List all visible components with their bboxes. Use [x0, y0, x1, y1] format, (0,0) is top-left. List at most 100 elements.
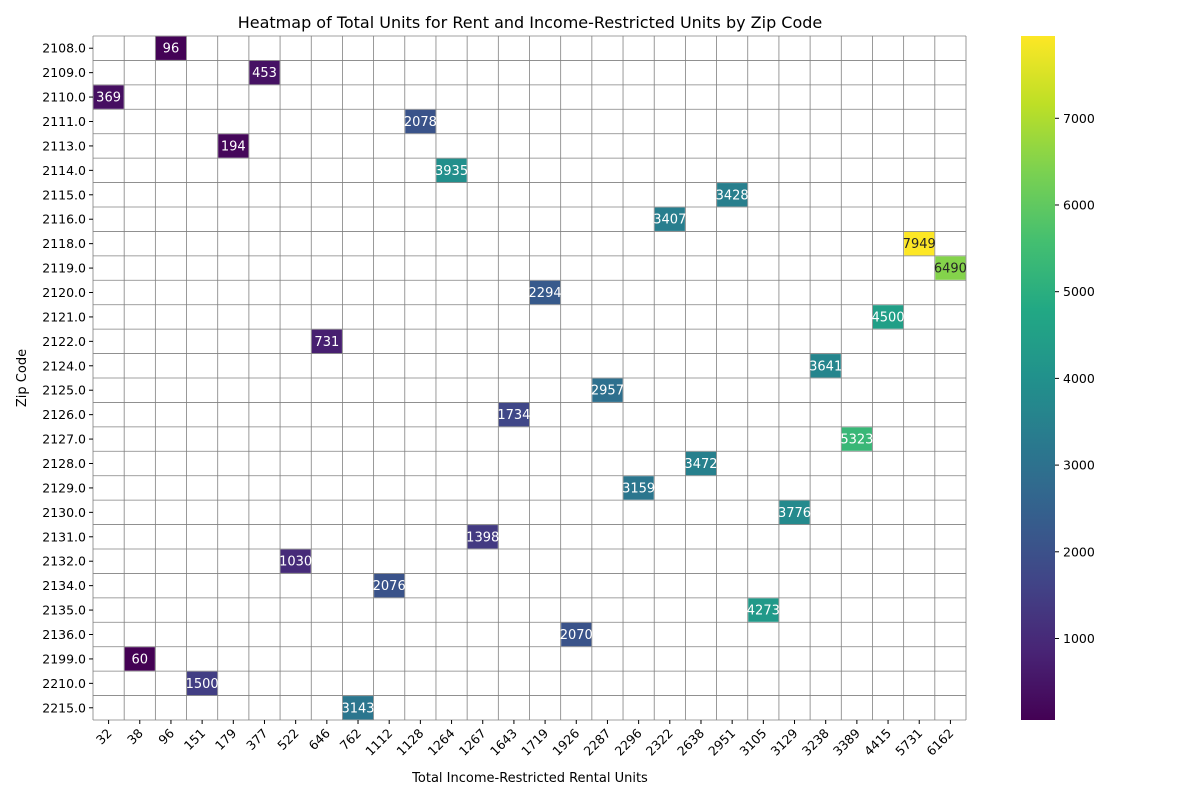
cell-value-label: 3407 [653, 213, 686, 228]
heatmap-cell [904, 231, 935, 256]
x-tick-label: 2287 [580, 726, 613, 759]
y-tick-label: 2121.0 [42, 309, 86, 324]
cell-value-label: 2078 [404, 115, 437, 130]
colorbar-tick-label: 3000 [1063, 458, 1095, 473]
heatmap-cell [374, 573, 405, 598]
heatmap-cell [405, 109, 436, 134]
y-tick-label: 2124.0 [42, 358, 86, 373]
x-tick-label: 2296 [612, 725, 645, 758]
heatmap-cell [280, 549, 311, 573]
y-tick-label: 2131.0 [42, 529, 86, 544]
cell-value-label: 96 [163, 42, 180, 57]
grid-lines [92, 35, 967, 721]
heatmap-cell [155, 36, 187, 60]
y-tick-label: 2111.0 [42, 114, 86, 129]
heatmap-cell [342, 696, 374, 720]
heatmap-cell [685, 451, 717, 476]
y-tick-label: 2125.0 [42, 383, 86, 398]
cell-value-label: 1030 [279, 555, 312, 570]
colorbar-tick-label: 6000 [1063, 197, 1095, 212]
heatmap-cell [779, 500, 810, 525]
cell-value-label: 2070 [560, 628, 593, 643]
y-axis: 2108.0 2109.0 2110.0 2111.0 2113.0 2114.0 2115… [42, 41, 93, 715]
heatmap-cell [218, 134, 249, 158]
y-tick-label: 2114.0 [42, 163, 86, 178]
x-tick-label: 179 [212, 725, 240, 753]
y-tick-label: 2120.0 [42, 285, 86, 300]
cell-value-label: 2957 [591, 384, 624, 399]
heatmap-cell [748, 598, 779, 622]
heatmap-cell [249, 60, 280, 85]
heatmap-cells: 96 453 369 2078 194 3935 3428 3407 7949 6490 2294 4… [93, 36, 967, 720]
x-tick-label: 3105 [736, 726, 769, 759]
cell-value-label: 3143 [341, 701, 374, 716]
heatmap-cell [810, 354, 841, 378]
cell-value-label: 3935 [435, 164, 468, 179]
y-tick-label: 2215.0 [42, 700, 86, 715]
y-tick-label: 2128.0 [42, 456, 86, 471]
x-tick-label: 5731 [892, 726, 925, 759]
cell-value-label: 1734 [497, 408, 530, 423]
y-tick-label: 2113.0 [42, 138, 86, 153]
cell-value-label: 4500 [872, 310, 905, 325]
cell-value-label: 6490 [934, 262, 967, 277]
x-tick-label: 377 [243, 726, 270, 753]
x-tick-label: 38 [124, 725, 146, 747]
heatmap-cell [872, 305, 904, 329]
heatmap-cell [654, 207, 685, 231]
x-axis: 32 38 96 151 179 377 522 646 7621112112812641267… [93, 720, 957, 759]
heatmap-cell [561, 622, 592, 647]
y-tick-label: 2127.0 [42, 432, 86, 447]
x-tick-label: 3129 [768, 725, 801, 758]
heatmap-cell [498, 402, 529, 427]
colorbar-tick-label: 2000 [1063, 544, 1095, 559]
y-tick-label: 2130.0 [42, 505, 86, 520]
cell-value-label: 3641 [809, 359, 842, 374]
y-tick-label: 2116.0 [42, 212, 86, 227]
heatmap-cell [592, 378, 623, 402]
cell-value-label: 3159 [622, 481, 655, 496]
plot-area: 96 453 369 2078 194 3935 3428 3407 7949 6490 2294 4… [92, 35, 967, 721]
x-tick-label: 522 [274, 726, 301, 753]
heatmap-cell [530, 280, 561, 305]
cell-value-label: 4273 [747, 604, 780, 619]
heatmap-cell [841, 427, 872, 451]
y-tick-label: 2110.0 [42, 90, 86, 105]
y-tick-label: 2109.0 [42, 65, 86, 80]
x-tick-label: 1112 [362, 726, 395, 759]
heatmap-cell [187, 671, 218, 696]
colorbar-tick-label: 7000 [1063, 111, 1095, 126]
colorbar-tick-label: 1000 [1063, 631, 1095, 646]
cell-value-label: 60 [131, 652, 148, 667]
y-axis-label: Zip Code [15, 349, 30, 407]
x-axis-label: Total Income-Restricted Rental Units [411, 771, 648, 786]
x-tick-label: 2951 [705, 726, 738, 759]
y-tick-label: 2108.0 [42, 41, 86, 56]
cell-value-label: 3472 [684, 457, 717, 472]
y-tick-label: 2118.0 [42, 236, 86, 251]
cell-value-label: 1500 [186, 677, 219, 692]
x-tick-label: 762 [337, 726, 364, 753]
x-tick-label: 3389 [830, 725, 863, 758]
x-tick-label: 1128 [393, 725, 426, 758]
colorbar-tick-label: 5000 [1063, 284, 1095, 299]
x-tick-label: 2322 [643, 726, 676, 759]
colorbar-gradient [1021, 36, 1055, 720]
heatmap-cell [623, 476, 654, 500]
x-tick-label: 6162 [923, 726, 956, 759]
y-tick-label: 2126.0 [42, 407, 86, 422]
x-tick-label: 646 [305, 725, 333, 753]
x-tick-label: 2638 [674, 725, 707, 758]
y-tick-label: 2210.0 [42, 676, 86, 691]
x-tick-label: 1719 [518, 725, 551, 758]
x-tick-label: 96 [155, 725, 177, 747]
heatmap-cell [93, 85, 124, 109]
cell-value-label: 453 [252, 66, 277, 81]
colorbar: 1000 2000 3000 4000 5000 6000 7000 [1021, 36, 1095, 720]
heatmap-cell [124, 647, 155, 671]
cell-value-label: 5323 [840, 433, 873, 448]
x-tick-label: 1926 [549, 725, 582, 758]
heatmap-cell [717, 183, 748, 207]
